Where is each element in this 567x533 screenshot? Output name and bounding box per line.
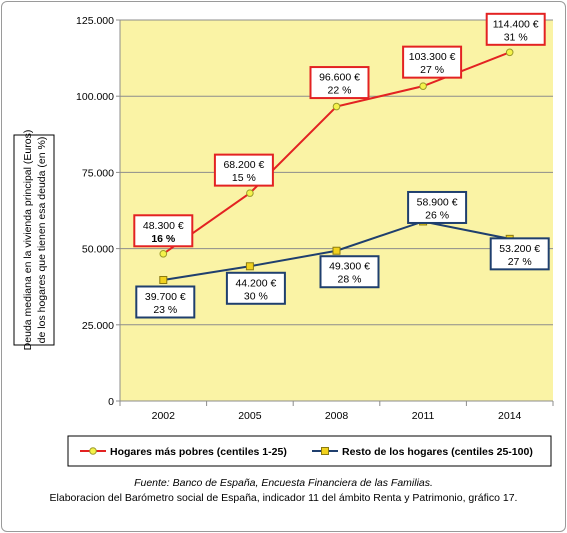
data-point-2 bbox=[245, 262, 254, 271]
data-point-1 bbox=[419, 82, 427, 90]
data-label-amount: 68.200 € bbox=[223, 159, 264, 171]
data-label-box bbox=[485, 12, 546, 46]
y-axis-title-box bbox=[13, 134, 55, 346]
data-point-1 bbox=[332, 102, 341, 111]
y-tick-label: 125.000 bbox=[76, 15, 114, 27]
data-label-percent: 16 % bbox=[151, 233, 176, 245]
data-label-percent: 28 % bbox=[338, 274, 362, 286]
data-label-amount: 103.300 € bbox=[409, 51, 456, 63]
data-label-box bbox=[489, 237, 550, 271]
data-label-percent: 31 % bbox=[504, 31, 528, 43]
legend-swatch-marker bbox=[89, 447, 97, 455]
data-point-1 bbox=[505, 48, 514, 57]
data-label-amount: 39.700 € bbox=[145, 291, 186, 303]
data-point-1 bbox=[246, 189, 254, 197]
data-label-box bbox=[402, 45, 463, 79]
data-label-percent: 26 % bbox=[425, 209, 449, 221]
data-label-box bbox=[135, 285, 196, 319]
credit-note: Elaboracion del Barómetro social de Espa… bbox=[49, 492, 518, 504]
x-tick-label: 2002 bbox=[152, 410, 176, 422]
x-tick-label: 2011 bbox=[412, 410, 435, 422]
legend-label: Hogares más pobres (centiles 1-25) bbox=[110, 446, 287, 458]
data-label-box bbox=[319, 255, 380, 289]
data-label-percent: 30 % bbox=[244, 290, 268, 302]
data-label-box bbox=[225, 271, 286, 305]
data-label-amount: 96.600 € bbox=[319, 72, 360, 84]
y-tick-label: 50.000 bbox=[82, 244, 114, 256]
data-label-percent: 27 % bbox=[420, 64, 444, 76]
data-label-percent: 22 % bbox=[328, 85, 352, 97]
data-label-box bbox=[309, 66, 370, 100]
data-point-1 bbox=[159, 249, 168, 258]
data-label-amount: 44.200 € bbox=[235, 277, 276, 289]
y-tick-label: 100.000 bbox=[76, 91, 114, 103]
data-label-box bbox=[133, 214, 194, 248]
data-label-percent: 23 % bbox=[153, 304, 177, 316]
x-tick-label: 2005 bbox=[238, 410, 262, 422]
x-tick-label: 2014 bbox=[498, 410, 522, 422]
source-note: Fuente: Banco de España, Encuesta Financ… bbox=[134, 477, 433, 489]
data-label-box bbox=[407, 190, 468, 224]
y-tick-label: 0 bbox=[108, 396, 114, 408]
data-label-amount: 114.400 € bbox=[493, 18, 539, 30]
data-label-percent: 15 % bbox=[232, 172, 256, 184]
data-label-amount: 49.300 € bbox=[329, 261, 370, 273]
y-tick-label: 25.000 bbox=[82, 320, 114, 332]
y-axis-title-line2: de los hogares que tienen esa deuda (en … bbox=[36, 137, 48, 344]
data-label-box bbox=[213, 153, 274, 187]
legend bbox=[67, 435, 552, 467]
data-label-amount: 48.300 € bbox=[143, 220, 184, 232]
data-label-amount: 58.900 € bbox=[417, 196, 458, 208]
x-tick-label: 2008 bbox=[325, 410, 349, 422]
legend-label: Resto de los hogares (centiles 25-100) bbox=[342, 446, 533, 458]
y-tick-label: 75.000 bbox=[82, 167, 114, 179]
data-point-2 bbox=[159, 275, 168, 284]
data-label-percent: 27 % bbox=[508, 256, 532, 268]
data-label-amount: 53.200 € bbox=[499, 243, 540, 255]
legend-swatch-marker bbox=[321, 447, 329, 455]
data-point-2 bbox=[332, 246, 341, 255]
y-axis-title-line1: Deuda mediana en la vivienda principal (… bbox=[22, 130, 34, 351]
